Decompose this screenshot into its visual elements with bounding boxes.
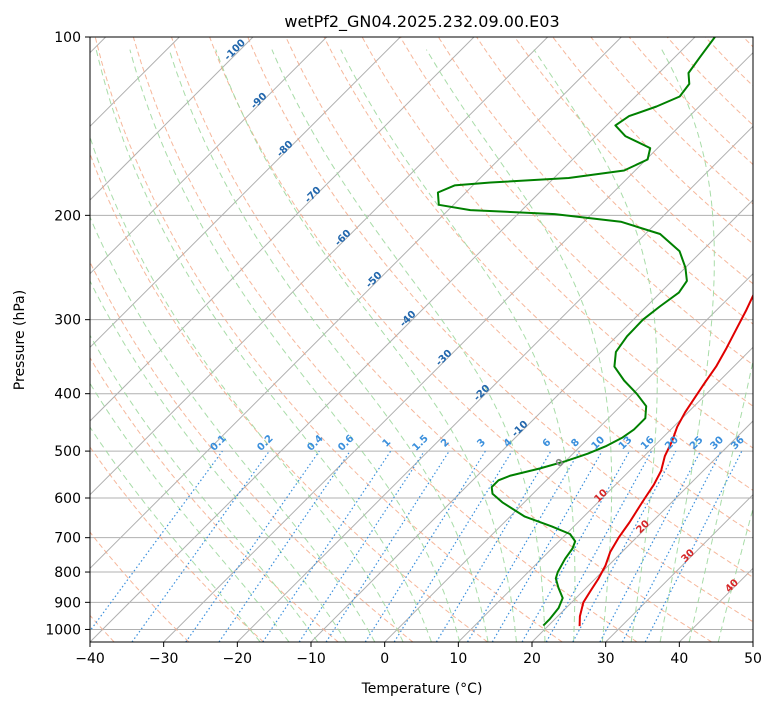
moist-adiabat-line xyxy=(659,49,715,642)
x-tick-label: −30 xyxy=(149,651,179,667)
moist-adiabat-line xyxy=(90,279,347,642)
mixing-ratio-line xyxy=(545,450,653,642)
dry-adiabat-line xyxy=(437,37,753,366)
plot-frame xyxy=(89,36,754,643)
dry-adiabat-line xyxy=(171,37,712,642)
mixing-ratio-line xyxy=(491,450,603,642)
moist-adiabat-line xyxy=(688,358,753,642)
dry-adiabat-line xyxy=(628,37,753,166)
dry-adiabat-line xyxy=(552,37,753,245)
x-tick-label: 40 xyxy=(670,651,688,667)
moist-adiabat-line xyxy=(90,426,261,642)
isotherm-line xyxy=(90,37,696,642)
x-tick-label: 0 xyxy=(380,651,389,667)
moist-adiabat-line xyxy=(90,382,290,642)
mixing-ratio-line xyxy=(521,450,631,642)
dry-adiabat-line xyxy=(90,356,339,642)
dry-adiabat-line xyxy=(90,260,414,642)
moist-adiabat-line xyxy=(271,49,546,642)
dewpoint-profile-line xyxy=(436,37,716,627)
temperature-profile-line xyxy=(578,293,753,627)
isotherm-line xyxy=(90,37,475,422)
x-tick-label: −20 xyxy=(223,651,253,667)
mixing-ratio-line xyxy=(218,450,351,642)
dry-adiabat-line xyxy=(90,531,190,642)
y-tick-label: 600 xyxy=(54,491,81,507)
isotherm-line xyxy=(90,37,401,349)
moist-adiabat-line xyxy=(168,49,489,642)
moist-adiabat-line xyxy=(425,49,613,642)
isotherm-line xyxy=(384,272,753,642)
isotherm-line xyxy=(752,641,753,642)
moist-adiabat-line xyxy=(129,49,461,642)
y-tick-label: 900 xyxy=(54,595,81,611)
x-tick-label: 20 xyxy=(523,651,541,667)
dry-adiabat-line xyxy=(514,37,753,285)
isotherm-line xyxy=(90,37,549,496)
plot-background xyxy=(90,37,753,642)
x-tick-label: −10 xyxy=(296,651,326,667)
isotherm-line xyxy=(163,51,753,642)
y-tick-label: 1000 xyxy=(45,622,81,638)
x-tick-label: −40 xyxy=(75,651,105,667)
y-tick-label: 400 xyxy=(54,387,81,403)
x-tick-label: 30 xyxy=(597,651,615,667)
mixing-ratio-line xyxy=(572,450,677,642)
y-tick-label: 200 xyxy=(54,208,81,224)
series-layer xyxy=(436,37,753,627)
x-axis-label: Temperature (°C) xyxy=(361,681,483,697)
chart-title: wetPf2_GN04.2025.232.09.00.E03 xyxy=(284,12,559,32)
x-tick-label: 50 xyxy=(744,651,762,667)
moist-adiabat-line xyxy=(215,49,517,642)
y-tick-label: 100 xyxy=(54,30,81,46)
moist-adiabat-line xyxy=(95,49,432,642)
y-tick-label: 700 xyxy=(54,531,81,547)
moist-adiabat-line xyxy=(340,49,576,642)
x-tick-label: 10 xyxy=(449,651,467,667)
y-tick-label: 800 xyxy=(54,565,81,581)
dry-adiabat-line xyxy=(399,37,753,407)
moist-adiabat-line xyxy=(717,506,753,642)
isotherm-line xyxy=(531,420,753,642)
isotherm-line xyxy=(236,125,753,642)
isotherm-line xyxy=(90,37,254,201)
moist-adiabat-line xyxy=(90,135,404,642)
isotherm-line xyxy=(457,346,753,642)
axes-layer: −40 −30 −20 −10 0 10 20 30 40 50 100 200 300 400 500 60… xyxy=(45,30,762,667)
moist-adiabat-line xyxy=(90,334,319,642)
dry-adiabat-line xyxy=(361,37,753,449)
dry-adiabat-line xyxy=(132,37,638,642)
dry-adiabat-line xyxy=(323,37,753,491)
isotherm-line xyxy=(90,37,622,570)
isotherm-line xyxy=(605,493,753,642)
y-tick-label: 500 xyxy=(54,444,81,460)
grid-layer xyxy=(90,37,753,642)
mixing-ratio-line xyxy=(364,450,486,642)
mixing-ratio-line xyxy=(466,450,580,642)
y-axis-label: Pressure (hPa) xyxy=(12,290,28,390)
dry-adiabat-line xyxy=(209,37,753,623)
mixing-ratio-line xyxy=(393,450,513,642)
mixing-ratio-line xyxy=(435,450,552,642)
isotherm-line xyxy=(90,37,328,275)
dry-adiabat-line xyxy=(247,37,753,578)
mixing-ratio-line xyxy=(325,450,450,642)
y-tick-label: 300 xyxy=(54,313,81,329)
dry-adiabat-line xyxy=(285,37,753,535)
mixing-ratio-line xyxy=(185,450,320,642)
